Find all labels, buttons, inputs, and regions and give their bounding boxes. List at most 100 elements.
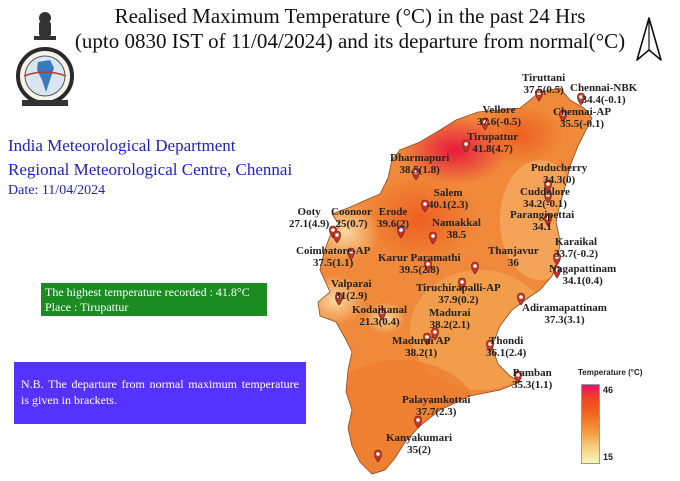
marker-thondi-icon[interactable] — [486, 339, 494, 353]
station-name: Thanjavur — [488, 245, 539, 257]
marker-valparai-icon[interactable] — [335, 292, 343, 306]
marker-namakkal-icon[interactable] — [429, 231, 437, 245]
marker-dharmapuri-icon[interactable] — [412, 167, 420, 181]
station-name: Tirupattur — [467, 131, 519, 143]
station-name: Dharmapuri — [390, 152, 450, 164]
marker-parangipettai-icon[interactable] — [544, 213, 552, 227]
station-name: Pamban — [512, 367, 552, 379]
station-name: Palayamkottai — [402, 394, 471, 406]
marker-tirupattur-icon[interactable] — [462, 139, 470, 153]
legend-min-value: 15 — [603, 452, 614, 462]
marker-madurai-icon[interactable] — [431, 327, 439, 341]
title-line-1: Realised Maximum Temperature (°C) in the… — [114, 4, 586, 28]
marker-coimbatore-ap-icon[interactable] — [347, 247, 355, 261]
marker-madurai-ap-icon[interactable] — [423, 332, 431, 346]
station-karaikal: Karaikal 33.7(-0.2) — [554, 236, 598, 260]
station-coonoor: Coonoor 25(0.7) — [331, 206, 372, 230]
station-value: 37.5(0.5) — [523, 84, 564, 96]
marker-cuddalore-icon[interactable] — [544, 190, 552, 204]
station-madurai: Madurai 38.2(2.1) — [429, 307, 471, 331]
station-name: Adiramapattinam — [522, 302, 607, 314]
station-dharmapuri: Dharmapuri 38.5(1.8) — [390, 152, 449, 176]
station-value: 41.8(4.7) — [472, 143, 513, 155]
title-line-2: (upto 0830 IST of 11/04/2024) and its de… — [74, 29, 626, 53]
station-coimbatore-ap: Coimbatore-AP 37.5(1.1) — [296, 245, 370, 269]
marker-tiruchirapalli-ap-icon[interactable] — [458, 277, 466, 291]
station-value: 36.1(2.4) — [486, 347, 527, 359]
marker-kanyakumari-icon[interactable] — [374, 449, 382, 463]
station-thondi: Thondi 36.1(2.4) — [486, 335, 526, 359]
marker-chennai-ap-icon[interactable] — [559, 109, 567, 123]
marker-puducherry-icon[interactable] — [544, 179, 552, 193]
station-value: 21.3(0.4) — [359, 316, 400, 328]
marker-karur-paramathi-icon[interactable] — [424, 259, 432, 273]
station-value: 37.5(1.1) — [313, 257, 354, 269]
station-value: 39.5(2.8) — [399, 264, 440, 276]
station-value: 39.6(2) — [377, 218, 410, 230]
station-value: 37.6(-0.5) — [477, 116, 521, 128]
station-value: 35.3(1.1) — [512, 379, 553, 391]
station-chennai-ap: Chennai-AP 35.5(-0.1) — [553, 106, 611, 130]
station-tiruttani: Tiruttani 37.5(0.5) — [522, 72, 565, 96]
marker-karaikal-icon[interactable] — [553, 252, 561, 266]
station-name: Ooty — [297, 206, 321, 218]
station-tirupattur: Tirupattur 41.8(4.7) — [467, 131, 518, 155]
highest-temperature-place: Place : Tirupattur — [45, 300, 129, 314]
imd-emblem-logo — [16, 12, 74, 106]
station-name: Puducherry — [531, 162, 588, 174]
marker-nagapattinam-icon[interactable] — [553, 265, 561, 279]
station-value: 38.2(2.1) — [429, 319, 470, 331]
station-parangipettai: Parangipettai 34.1 — [510, 209, 574, 233]
marker-erode-icon[interactable] — [397, 225, 405, 239]
station-nagapattinam: Nagapattinam 34.1(0.4) — [549, 263, 616, 287]
station-value: 37.7(2.3) — [416, 406, 457, 418]
highest-temperature-box: The highest temperature recorded : 41.8°… — [41, 283, 267, 316]
station-name: Tiruttani — [522, 72, 566, 84]
station-cuddalore: Cuddalore 34.2(-0.1) — [520, 186, 570, 210]
station-thanjavur: Thanjavur 36 — [488, 245, 539, 269]
station-name: Karaikal — [554, 236, 598, 248]
legend-title: Temperature (°C) — [578, 368, 643, 377]
marker-chennai-nbk-icon[interactable] — [577, 92, 585, 106]
marker-kodaikanal-icon[interactable] — [378, 307, 386, 321]
station-name: Parangipettai — [510, 209, 575, 221]
station-value: 38.2(1) — [405, 347, 438, 359]
marker-palayamkottai-icon[interactable] — [414, 415, 422, 429]
station-value: 38.5 — [446, 229, 467, 241]
station-name: Chennai-AP — [553, 106, 612, 118]
station-valparai: Valparai 31(2.9) — [331, 278, 372, 302]
station-value: 34.2(-0.1) — [522, 198, 567, 210]
station-value: 38.5(1.8) — [399, 164, 440, 176]
station-value: 31(2.9) — [335, 290, 368, 302]
station-vellore: Vellore 37.6(-0.5) — [477, 104, 521, 128]
station-value: 37.3(3.1) — [544, 314, 585, 326]
report-date: Date: 11/04/2024 — [8, 183, 106, 198]
station-name: Namakkal — [432, 217, 481, 229]
station-name: Kanyakumari — [386, 432, 453, 444]
station-value: 27.1(4.9) — [289, 218, 330, 230]
marker-pamban-icon[interactable] — [514, 370, 522, 384]
station-markers — [329, 88, 585, 463]
station-name: Madurai — [429, 307, 471, 319]
station-value: 37.9(0.2) — [438, 294, 479, 306]
marker-coonoor-icon[interactable] — [333, 230, 341, 244]
station-salem: Salem 40.1(2.3) — [428, 187, 468, 211]
legend-max-value: 46 — [603, 385, 614, 395]
station-name: Vellore — [482, 104, 516, 116]
station-karur-paramathi: Karur Paramathi 39.5(2.8) — [378, 252, 461, 276]
station-name: Coonoor — [331, 206, 372, 218]
station-chennai-nbk: Chennai-NBK 34.4(-0.1) — [570, 82, 637, 106]
marker-vellore-icon[interactable] — [481, 117, 489, 131]
station-erode: Erode 39.6(2) — [377, 206, 409, 230]
station-value: 34.1 — [532, 221, 552, 233]
map-title: Realised Maximum Temperature (°C) in the… — [70, 4, 630, 54]
marker-tiruttani-icon[interactable] — [535, 88, 543, 102]
note-box: N.B. The departure from normal maximum t… — [14, 362, 306, 424]
station-name: Kodaikanal — [352, 304, 408, 316]
station-name: Tiruchirapalli-AP — [416, 282, 501, 294]
station-palayamkottai: Palayamkottai 37.7(2.3) — [402, 394, 470, 418]
station-ooty: Ooty 27.1(4.9) — [289, 206, 329, 230]
marker-thanjavur-icon[interactable] — [471, 261, 479, 275]
marker-salem-icon[interactable] — [421, 199, 429, 213]
marker-adiramapattinam-icon[interactable] — [517, 292, 525, 306]
